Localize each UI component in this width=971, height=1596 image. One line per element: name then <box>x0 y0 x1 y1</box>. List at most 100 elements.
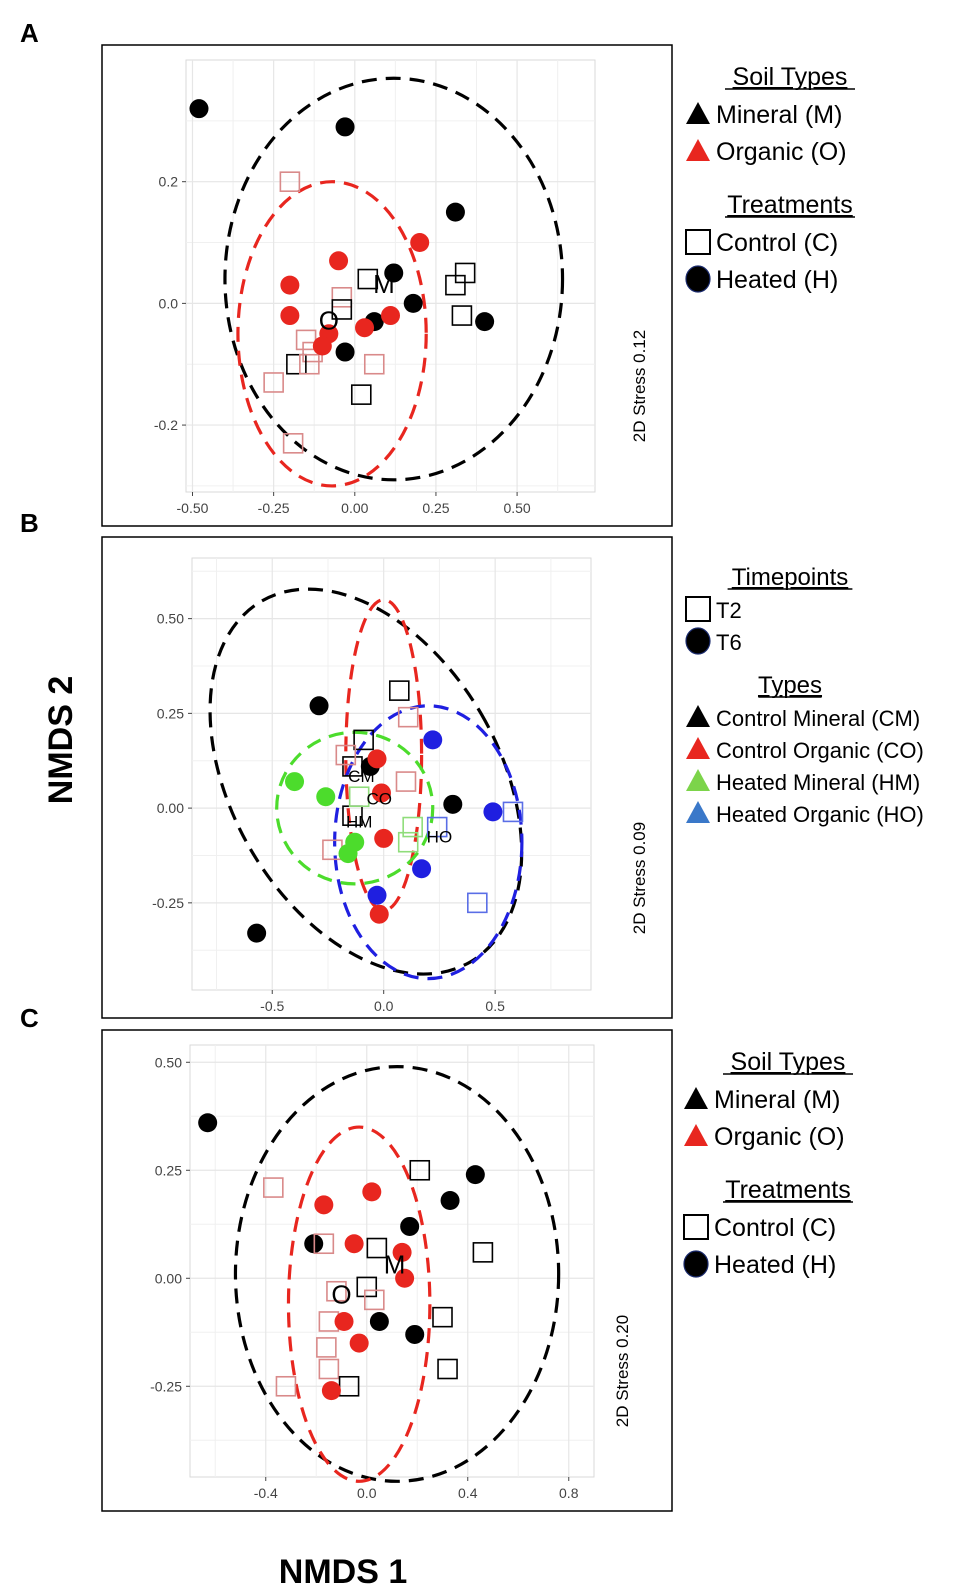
point-square <box>402 816 423 838</box>
point-circle <box>367 749 387 769</box>
point-circle <box>403 293 423 313</box>
x-tick-label: 0.8 <box>559 1485 579 1501</box>
legend-marker-square <box>685 596 711 622</box>
point-square <box>363 353 385 375</box>
legend-marker-circle <box>685 265 711 293</box>
plot-area <box>191 557 592 991</box>
legend-item-label: Control (C) <box>714 1214 836 1242</box>
point-square <box>397 706 419 728</box>
ellipse-red <box>236 180 428 488</box>
point-square <box>331 299 353 320</box>
centroid-label: HM <box>346 812 372 831</box>
point-circle <box>405 1324 425 1344</box>
point-square <box>313 1233 335 1255</box>
x-tick-label: -0.50 <box>177 500 209 516</box>
point-circle <box>198 1113 218 1133</box>
point-circle <box>369 1311 389 1331</box>
panel-c: C -0.4 0.0 0.4 0.8 -0.25 0.00 0.25 0.50 M O 2D Stre… <box>20 1003 853 1512</box>
y-tick-label: -0.2 <box>154 417 178 433</box>
point-circle <box>314 1195 334 1215</box>
point-square <box>342 756 363 777</box>
x-tick-label: 0.0 <box>374 998 394 1014</box>
legend-item-label: Organic (O) <box>714 1123 845 1151</box>
stress-label: 2D Stress 0.12 <box>630 330 649 442</box>
point-circle <box>381 306 400 326</box>
point-square <box>451 305 473 326</box>
legend-marker-triangle <box>686 705 710 727</box>
legend-marker-square <box>683 1214 709 1240</box>
point-circle <box>335 342 355 362</box>
point-circle <box>280 275 300 295</box>
point-circle <box>374 828 394 848</box>
x-tick-label: 0.25 <box>422 500 449 516</box>
point-circle <box>367 885 387 905</box>
x-tick-label: 0.0 <box>357 1485 377 1501</box>
legend-title: Soil Types <box>731 1048 846 1076</box>
x-tick-label: -0.4 <box>254 1485 278 1501</box>
centroid-label: CO <box>366 790 392 809</box>
legend-item-label: Heated (H) <box>716 266 838 294</box>
point-circle <box>475 312 495 332</box>
legend-title: Treatments <box>725 1176 851 1204</box>
point-circle <box>338 844 358 864</box>
legend-marker-circle <box>685 627 711 655</box>
legend-marker-triangle <box>684 1124 708 1146</box>
point-square <box>348 786 370 808</box>
legend-item-label: Heated Organic (HO) <box>716 802 924 827</box>
point-square <box>395 771 417 792</box>
legend-item-label: Organic (O) <box>716 138 847 166</box>
point-circle <box>369 904 389 924</box>
point-circle <box>344 1234 364 1254</box>
legend-marker-triangle <box>686 737 710 759</box>
panel-letter: A <box>20 18 39 48</box>
point-square <box>437 1358 458 1380</box>
point-circle <box>440 1191 460 1211</box>
panel-letter: B <box>20 508 39 538</box>
centroid-label: M <box>384 1249 406 1279</box>
point-circle <box>189 99 209 119</box>
point-square <box>432 1306 453 1328</box>
x-tick-label: 0.50 <box>503 500 530 516</box>
y-tick-label: 0.50 <box>157 611 184 627</box>
ellipse-red <box>286 1125 432 1483</box>
y-tick-label: 0.2 <box>159 174 179 190</box>
point-circle <box>280 306 300 326</box>
legend-marker-circle <box>683 1250 709 1278</box>
centroid-label: HO <box>427 828 453 847</box>
point-circle <box>349 1333 369 1353</box>
point-circle <box>465 1165 485 1185</box>
point-circle <box>410 233 430 253</box>
point-circle <box>423 730 443 750</box>
point-circle <box>395 1268 415 1288</box>
legend-title: Timepoints <box>732 564 848 591</box>
point-square <box>279 171 301 192</box>
point-square <box>366 1237 388 1259</box>
legend-marker-triangle <box>684 1087 708 1109</box>
legend-title: Soil Types <box>733 63 848 91</box>
point-square <box>389 680 410 701</box>
y-tick-label: 0.25 <box>155 1162 182 1178</box>
point-circle <box>285 772 305 792</box>
point-circle <box>334 1311 354 1331</box>
point-square <box>286 353 307 375</box>
centroid-label: O <box>319 306 339 336</box>
legend-item-label: Control (C) <box>716 229 838 257</box>
point-circle <box>329 251 349 271</box>
point-square <box>502 801 524 823</box>
y-tick-label: 0.0 <box>159 295 179 311</box>
point-circle <box>400 1216 420 1236</box>
point-square <box>335 744 357 766</box>
point-square <box>472 1242 494 1263</box>
legend-item-label: Heated Mineral (HM) <box>716 770 920 795</box>
panel-letter: C <box>20 1003 39 1033</box>
point-square <box>356 1276 378 1298</box>
point-square <box>326 1280 347 1302</box>
point-square <box>316 1337 337 1358</box>
point-square <box>275 1375 297 1397</box>
stress-label: 2D Stress 0.20 <box>613 1315 632 1427</box>
ellipse-red <box>344 598 424 913</box>
ellipse-black <box>223 76 565 482</box>
point-square <box>350 384 372 405</box>
x-tick-label: 0.00 <box>341 500 368 516</box>
centroid-label: M <box>373 269 395 299</box>
